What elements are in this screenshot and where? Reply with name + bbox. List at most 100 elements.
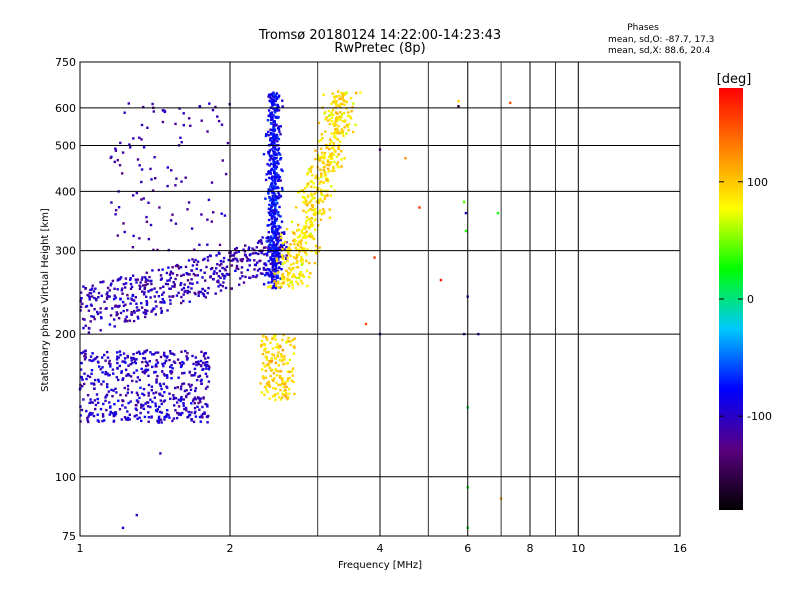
data-point bbox=[269, 185, 272, 189]
data-point bbox=[293, 243, 296, 246]
data-point bbox=[293, 392, 296, 396]
data-point bbox=[121, 404, 124, 407]
data-point bbox=[151, 353, 154, 356]
data-point bbox=[299, 245, 302, 248]
data-point bbox=[271, 254, 274, 258]
data-point bbox=[249, 253, 252, 256]
data-point bbox=[270, 235, 273, 238]
data-point bbox=[196, 361, 199, 365]
data-point bbox=[161, 298, 164, 301]
data-point bbox=[272, 151, 276, 155]
data-point bbox=[128, 143, 131, 146]
data-point bbox=[281, 359, 284, 363]
data-point bbox=[206, 259, 210, 262]
data-point bbox=[188, 392, 191, 395]
data-point bbox=[187, 383, 190, 386]
data-point bbox=[144, 315, 147, 319]
data-point bbox=[199, 290, 203, 294]
data-point bbox=[161, 120, 165, 124]
data-point bbox=[244, 275, 247, 279]
data-point bbox=[268, 224, 271, 227]
data-point bbox=[145, 303, 149, 306]
data-point bbox=[122, 377, 125, 380]
data-point bbox=[288, 267, 291, 270]
data-point bbox=[212, 272, 215, 275]
data-point bbox=[323, 210, 326, 213]
data-point bbox=[86, 293, 89, 297]
data-point bbox=[112, 389, 115, 392]
data-point bbox=[116, 361, 119, 365]
data-point bbox=[100, 294, 103, 297]
data-point bbox=[184, 349, 187, 353]
data-point bbox=[129, 375, 133, 378]
data-point bbox=[277, 191, 280, 194]
data-point bbox=[270, 205, 273, 209]
data-point bbox=[285, 245, 288, 249]
data-point bbox=[310, 217, 313, 220]
data-point bbox=[147, 411, 150, 414]
data-point bbox=[146, 364, 150, 367]
data-point bbox=[334, 137, 338, 140]
data-point bbox=[79, 300, 82, 303]
data-point bbox=[330, 140, 333, 143]
data-point bbox=[188, 117, 191, 120]
data-point bbox=[269, 243, 272, 246]
data-point bbox=[123, 320, 127, 323]
data-point bbox=[166, 184, 169, 188]
data-point bbox=[314, 149, 317, 152]
data-point bbox=[298, 272, 301, 276]
data-point bbox=[314, 207, 317, 211]
data-point bbox=[194, 389, 197, 393]
data-point bbox=[129, 400, 132, 403]
data-point bbox=[96, 413, 99, 416]
data-point bbox=[193, 402, 196, 405]
data-point bbox=[330, 120, 334, 123]
data-point bbox=[276, 355, 280, 358]
data-point bbox=[273, 222, 276, 225]
data-point bbox=[117, 305, 120, 309]
data-point bbox=[336, 119, 339, 122]
data-point bbox=[268, 203, 271, 206]
data-point bbox=[118, 278, 121, 281]
data-point bbox=[140, 403, 143, 406]
data-point bbox=[336, 138, 339, 141]
data-point bbox=[150, 385, 154, 388]
data-point bbox=[157, 295, 161, 298]
data-point bbox=[335, 155, 339, 158]
data-point bbox=[188, 371, 191, 374]
data-point bbox=[276, 276, 279, 279]
data-point bbox=[281, 105, 284, 108]
data-point bbox=[135, 513, 138, 517]
data-point bbox=[267, 267, 270, 271]
data-point bbox=[130, 391, 134, 394]
data-point bbox=[159, 274, 163, 277]
colorbar-tick-label: 0 bbox=[747, 293, 754, 306]
data-point bbox=[285, 269, 288, 272]
data-point bbox=[321, 136, 324, 140]
data-point bbox=[182, 124, 185, 127]
data-point bbox=[308, 261, 311, 265]
data-point bbox=[275, 108, 279, 111]
data-point bbox=[144, 402, 147, 405]
data-point bbox=[320, 192, 323, 195]
data-point bbox=[275, 148, 278, 151]
data-point bbox=[284, 388, 287, 391]
data-point bbox=[220, 212, 223, 215]
data-point bbox=[306, 284, 309, 288]
data-point bbox=[90, 287, 94, 290]
data-point bbox=[274, 284, 278, 287]
data-point bbox=[123, 111, 126, 114]
data-point bbox=[266, 363, 270, 366]
x-tick-label: 16 bbox=[673, 542, 687, 555]
data-point bbox=[337, 124, 340, 128]
data-point bbox=[165, 374, 169, 377]
data-point bbox=[113, 325, 116, 328]
data-point bbox=[303, 187, 307, 190]
data-point bbox=[318, 182, 321, 185]
data-point bbox=[194, 258, 197, 262]
data-point bbox=[280, 168, 283, 171]
data-point bbox=[162, 372, 166, 376]
data-point bbox=[190, 278, 193, 281]
data-point bbox=[101, 413, 105, 416]
data-point bbox=[320, 188, 323, 192]
